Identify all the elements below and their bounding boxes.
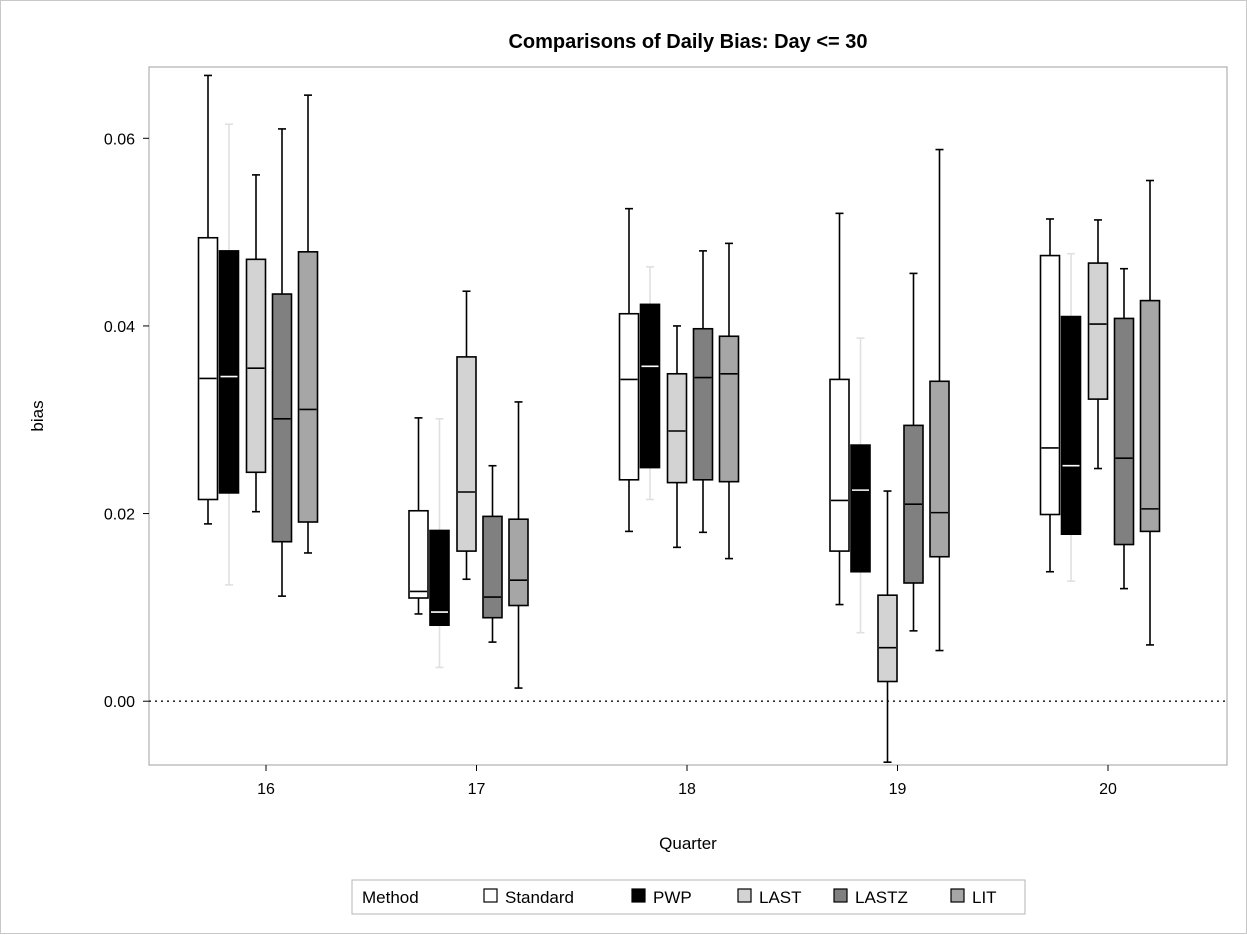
y-axis: 0.00 0.02 0.04 0.06 xyxy=(104,131,149,711)
series-lastz xyxy=(271,128,1135,643)
box-lastz-18 xyxy=(692,250,714,534)
box-last-17 xyxy=(456,290,477,581)
x-tick-label: 20 xyxy=(1099,781,1117,798)
box-pwp-16 xyxy=(218,123,240,586)
box-last-20 xyxy=(1087,219,1109,470)
box-standard-18 xyxy=(618,207,640,533)
box-pwp-17 xyxy=(429,418,450,669)
legend-swatch xyxy=(950,888,965,903)
legend-swatch xyxy=(737,888,752,903)
box-lit-17 xyxy=(508,401,529,689)
box-last-18 xyxy=(666,325,688,549)
box-iqr xyxy=(197,236,219,501)
x-tick-label: 18 xyxy=(678,781,696,798)
legend-swatch xyxy=(833,888,848,903)
legend-entry-lastz: LASTZ xyxy=(833,888,908,907)
x-axis: 16 17 18 19 20 xyxy=(257,765,1117,798)
x-tick-label: 16 xyxy=(257,781,275,798)
box-lastz-16 xyxy=(271,128,293,597)
box-last-16 xyxy=(245,174,267,513)
box-iqr xyxy=(429,529,450,627)
box-iqr xyxy=(1060,315,1082,536)
box-iqr xyxy=(245,258,267,474)
box-iqr xyxy=(829,378,850,552)
chart-title: Comparisons of Daily Bias: Day <= 30 xyxy=(508,31,867,53)
box-lit-19 xyxy=(929,148,950,652)
x-tick-label: 19 xyxy=(889,781,907,798)
box-lastz-19 xyxy=(903,272,924,632)
legend-entry-last: LAST xyxy=(737,888,802,907)
series-last xyxy=(245,174,1109,763)
box-lastz-17 xyxy=(482,464,503,643)
box-lastz-20 xyxy=(1113,267,1135,590)
legend-label: PWP xyxy=(653,888,692,907)
legend-entry-standard: Standard xyxy=(483,888,574,907)
legend-label: LAST xyxy=(759,888,802,907)
y-tick-label: 0.00 xyxy=(104,694,135,711)
box-iqr xyxy=(1139,299,1161,533)
box-iqr xyxy=(1087,262,1109,400)
box-iqr xyxy=(692,327,714,481)
box-iqr xyxy=(718,335,740,483)
y-tick-label: 0.02 xyxy=(104,507,135,524)
x-tick-label: 17 xyxy=(468,781,486,798)
box-iqr xyxy=(271,293,293,543)
box-iqr xyxy=(456,356,477,552)
box-iqr xyxy=(408,509,429,599)
plot-area xyxy=(148,66,1228,766)
legend-label: LIT xyxy=(972,888,997,907)
box-last-19 xyxy=(877,490,898,763)
box-standard-19 xyxy=(829,212,850,606)
box-lit-18 xyxy=(718,242,740,560)
x-axis-label: Quarter xyxy=(659,834,717,853)
box-iqr xyxy=(508,518,529,607)
y-axis-label: bias xyxy=(28,400,47,431)
box-standard-17 xyxy=(408,417,429,615)
box-iqr xyxy=(618,312,640,481)
box-iqr xyxy=(639,303,661,469)
box-iqr xyxy=(482,515,503,619)
box-lit-20 xyxy=(1139,179,1161,646)
legend-entry-pwp: PWP xyxy=(631,888,692,907)
series-standard xyxy=(197,74,1061,615)
y-tick-label: 0.04 xyxy=(104,319,135,336)
series-pwp xyxy=(218,123,1082,669)
box-iqr xyxy=(1039,254,1061,516)
legend-entries: Standard PWP LAST LASTZ LIT xyxy=(483,888,997,907)
box-iqr xyxy=(297,251,319,523)
legend-swatch xyxy=(483,888,498,903)
box-iqr xyxy=(218,250,240,494)
box-pwp-20 xyxy=(1060,252,1082,582)
box-iqr xyxy=(666,372,688,484)
box-pwp-19 xyxy=(850,337,871,634)
legend-entry-lit: LIT xyxy=(950,888,997,907)
box-iqr xyxy=(929,380,950,558)
box-standard-16 xyxy=(197,74,219,525)
box-pwp-18 xyxy=(639,266,661,501)
legend-label: LASTZ xyxy=(855,888,908,907)
legend: Method Standard PWP LAST LASTZ LIT xyxy=(351,879,1026,915)
box-iqr xyxy=(1113,317,1135,546)
legend-title: Method xyxy=(362,888,419,907)
box-standard-20 xyxy=(1039,218,1061,573)
box-lit-16 xyxy=(297,94,319,554)
box-iqr xyxy=(877,594,898,683)
series-lit xyxy=(297,94,1161,689)
legend-box xyxy=(351,879,1026,915)
y-tick-label: 0.06 xyxy=(104,131,135,148)
box-series-group xyxy=(197,74,1161,763)
box-iqr xyxy=(850,444,871,573)
legend-swatch xyxy=(631,888,646,903)
legend-label: Standard xyxy=(505,888,574,907)
